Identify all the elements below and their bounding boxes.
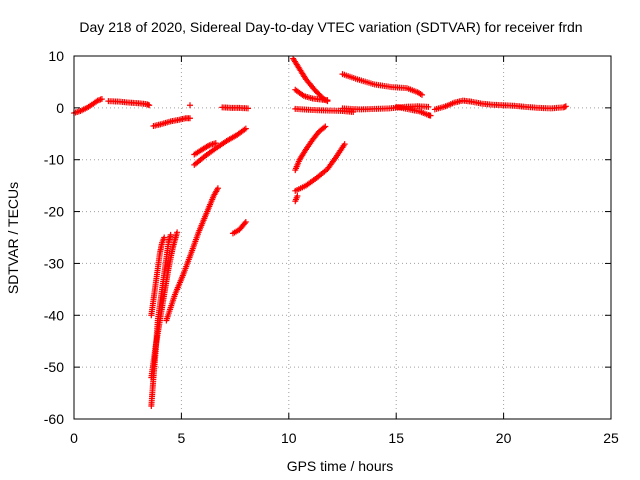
x-tick-label: 25 bbox=[603, 430, 619, 446]
data-point bbox=[186, 115, 193, 122]
data-point bbox=[425, 103, 432, 110]
data-point bbox=[174, 229, 181, 236]
data-point bbox=[322, 123, 329, 130]
data-point bbox=[562, 103, 569, 110]
series-arc-7 bbox=[191, 125, 249, 168]
y-tick-label: -40 bbox=[44, 307, 64, 323]
data-points bbox=[71, 55, 569, 410]
x-tick-label: 5 bbox=[178, 430, 186, 446]
series-arc-15 bbox=[292, 141, 348, 194]
y-tick-label: 10 bbox=[48, 48, 64, 64]
data-point bbox=[186, 102, 193, 109]
x-tick-label: 20 bbox=[496, 430, 512, 446]
series-arc-6 bbox=[191, 140, 219, 158]
series-arc-14 bbox=[292, 123, 329, 174]
series-arc-11 bbox=[148, 234, 168, 319]
data-point bbox=[350, 109, 357, 116]
data-point bbox=[242, 125, 249, 132]
series-arc-22 bbox=[431, 97, 569, 113]
series-arc-18 bbox=[292, 105, 357, 116]
series-arc-10 bbox=[148, 229, 181, 381]
series-arc-5 bbox=[219, 104, 251, 112]
x-tick-label: 10 bbox=[281, 430, 297, 446]
series-arc-12 bbox=[163, 185, 221, 324]
y-tick-label: -10 bbox=[44, 152, 64, 168]
y-tick-label: 0 bbox=[56, 100, 64, 116]
y-axis-label: SDTVAR / TECUs bbox=[5, 182, 21, 294]
data-point bbox=[242, 218, 249, 225]
data-point bbox=[294, 193, 301, 200]
series-arc-17 bbox=[292, 86, 331, 104]
y-tick-label: -50 bbox=[44, 359, 64, 375]
series-arc-3 bbox=[150, 115, 193, 130]
chart-title: Day 218 of 2020, Sidereal Day-to-day VTE… bbox=[79, 19, 582, 35]
x-tick-label: 0 bbox=[70, 430, 78, 446]
series-arc-2 bbox=[105, 98, 153, 109]
data-point bbox=[98, 96, 105, 103]
data-point bbox=[212, 140, 219, 147]
data-point bbox=[324, 97, 331, 104]
data-point bbox=[321, 124, 328, 131]
series-arc-4 bbox=[186, 102, 193, 109]
y-tick-label: -20 bbox=[44, 204, 64, 220]
series-arc-13 bbox=[292, 193, 301, 205]
series-arc-21 bbox=[393, 103, 434, 119]
x-axis-label: GPS time / hours bbox=[287, 458, 394, 474]
y-tick-label: -60 bbox=[44, 411, 64, 427]
data-point bbox=[427, 112, 434, 119]
data-point bbox=[241, 220, 248, 227]
x-tick-label: 15 bbox=[388, 430, 404, 446]
data-point bbox=[418, 91, 425, 98]
y-tick-label: -30 bbox=[44, 255, 64, 271]
series-arc-19 bbox=[339, 71, 425, 98]
data-point bbox=[146, 102, 153, 109]
data-point bbox=[244, 105, 251, 112]
plot-frame bbox=[73, 55, 612, 420]
data-point bbox=[341, 141, 348, 148]
series-arc-8 bbox=[229, 218, 249, 237]
series-arc-1 bbox=[71, 96, 105, 117]
data-point bbox=[167, 231, 174, 238]
data-point bbox=[161, 234, 168, 241]
data-point bbox=[214, 185, 221, 192]
